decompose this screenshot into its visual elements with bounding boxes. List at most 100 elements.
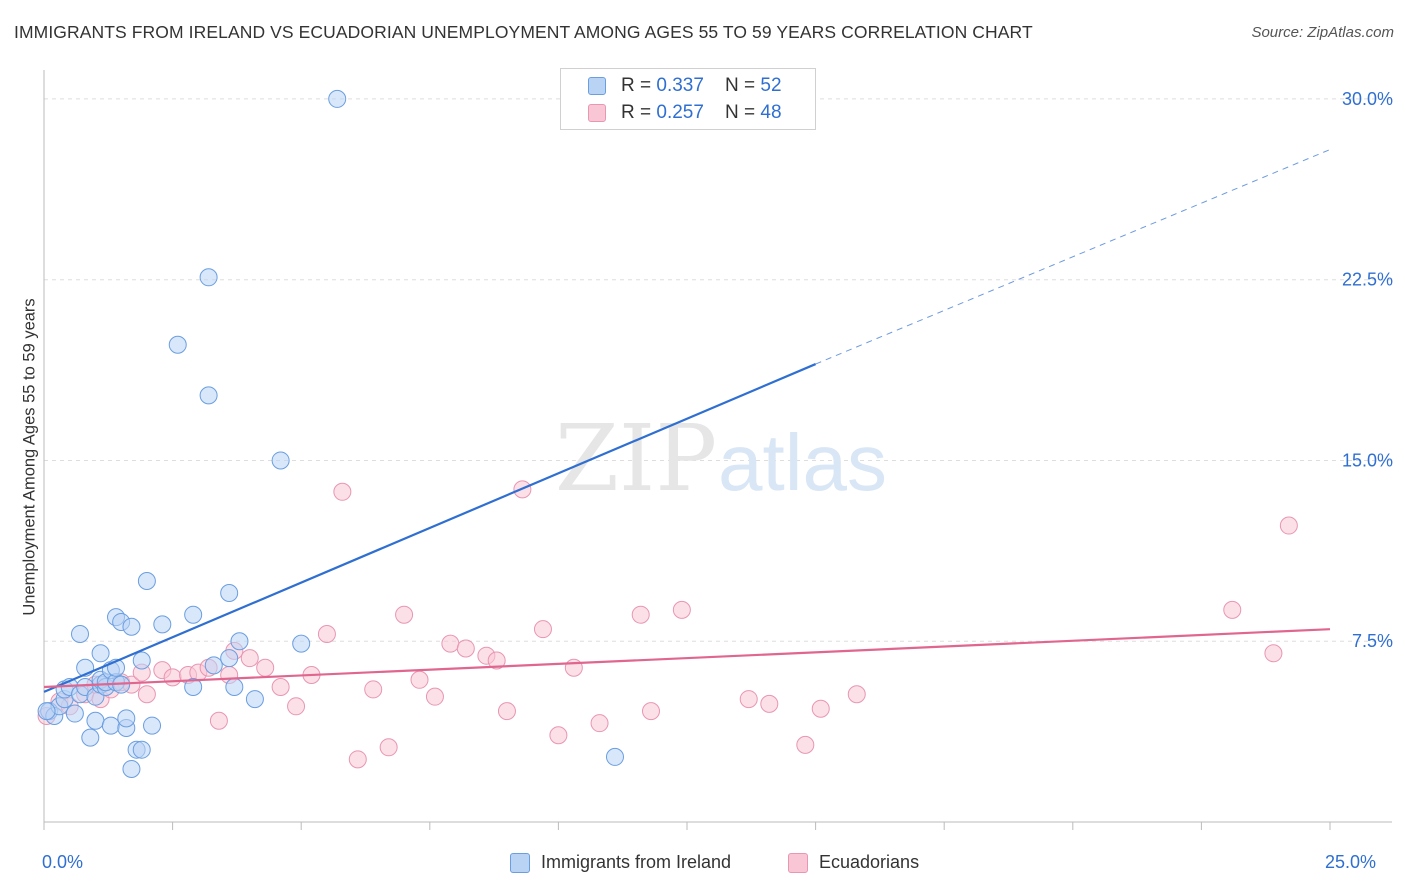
ireland-point[interactable] [220, 584, 239, 603]
ireland-point[interactable] [37, 702, 56, 721]
ireland-point[interactable] [91, 644, 110, 663]
ecuadorians-point[interactable] [631, 605, 650, 624]
ecuadorians-point[interactable] [564, 658, 583, 677]
ireland-trend-extension [815, 149, 1331, 365]
source-credit: Source: ZipAtlas.com [1251, 24, 1394, 41]
r-label: R = [621, 102, 657, 123]
legend-swatch-ecuadorians [788, 852, 808, 873]
y-tick-label: 30.0% [1342, 89, 1393, 109]
y-tick-labels: 7.5% 15.0% 22.5% 30.0% [1342, 89, 1393, 651]
x-tick-label-max: 25.0% [1325, 852, 1377, 872]
ireland-point[interactable] [230, 632, 249, 651]
ecuadorians-point[interactable] [364, 680, 383, 699]
ecuadorians-point[interactable] [333, 482, 352, 501]
ecuadorians-point[interactable] [456, 639, 475, 658]
y-tick-label: 15.0% [1342, 450, 1393, 470]
ecuadorians-point[interactable] [163, 668, 182, 687]
ecuadorians-point[interactable] [487, 651, 506, 670]
ireland-point[interactable] [184, 605, 203, 624]
ireland-point[interactable] [153, 615, 172, 634]
ireland-point[interactable] [220, 649, 239, 668]
axes [43, 70, 1392, 830]
ireland-point[interactable] [168, 335, 187, 354]
ireland-point[interactable] [122, 617, 141, 636]
r-value: 0.257 [656, 102, 704, 123]
ecuadorians-points [37, 480, 1298, 769]
legend-item-ecuadorians[interactable]: Ecuadorians [788, 852, 919, 873]
ireland-point[interactable] [117, 709, 136, 728]
n-label: N = [725, 75, 761, 96]
ecuadorians-point[interactable] [240, 649, 259, 668]
legend-label-ireland: Immigrants from Ireland [541, 852, 732, 872]
watermark-atlas: atlas [718, 418, 887, 507]
ireland-point[interactable] [122, 759, 141, 778]
ecuadorians-point[interactable] [497, 702, 516, 721]
ireland-point[interactable] [143, 716, 162, 735]
ecuadorians-point[interactable] [287, 697, 306, 716]
ireland-point[interactable] [204, 656, 223, 675]
ecuadorians-point[interactable] [256, 658, 275, 677]
n-label: N = [725, 102, 761, 123]
ireland-point[interactable] [184, 678, 203, 697]
ireland-point[interactable] [245, 690, 264, 709]
ecuadorians-point[interactable] [847, 685, 866, 704]
ireland-point[interactable] [292, 634, 311, 653]
ireland-point[interactable] [81, 728, 100, 747]
ecuadorians-point[interactable] [1264, 644, 1283, 663]
ecuadorians-point[interactable] [317, 625, 336, 643]
ecuadorians-trend-line [43, 628, 1331, 689]
legend-item-ireland[interactable]: Immigrants from Ireland [510, 852, 731, 873]
legend-stats-ecuadorians: R = 0.257 N = 48 [621, 102, 782, 124]
ireland-point[interactable] [71, 625, 90, 643]
trend-lines [43, 149, 1331, 693]
ecuadorians-point[interactable] [1279, 516, 1298, 535]
ireland-point[interactable] [132, 740, 151, 759]
watermark-zip: ZIP [555, 405, 717, 512]
ecuadorians-point[interactable] [1223, 600, 1242, 619]
ecuadorians-point[interactable] [209, 711, 228, 730]
ecuadorians-point[interactable] [739, 690, 758, 709]
n-value: 52 [760, 75, 782, 96]
ecuadorians-point[interactable] [441, 634, 460, 653]
ireland-point[interactable] [225, 678, 244, 697]
series-legend: Immigrants from Ireland Ecuadorians [0, 852, 1406, 878]
ireland-point[interactable] [271, 451, 290, 470]
ecuadorians-point[interactable] [271, 678, 290, 697]
ireland-point[interactable] [199, 268, 218, 287]
ecuadorians-point[interactable] [549, 726, 568, 745]
ireland-point[interactable] [199, 386, 218, 405]
legend-stats-ireland: R = 0.337 N = 52 [621, 75, 782, 97]
ecuadorians-point[interactable] [672, 600, 691, 619]
ecuadorians-point[interactable] [641, 702, 660, 721]
ireland-point[interactable] [605, 747, 624, 766]
ireland-point[interactable] [86, 711, 105, 730]
ireland-point[interactable] [65, 704, 84, 723]
ireland-trend-line [43, 363, 817, 693]
ecuadorians-point[interactable] [379, 738, 398, 757]
x-tick-label-min: 0.0% [42, 852, 84, 872]
ecuadorians-point[interactable] [410, 670, 429, 689]
legend-label-ecuadorians: Ecuadorians [819, 852, 920, 872]
ireland-point[interactable] [137, 571, 156, 590]
legend-swatch-pink [588, 104, 606, 122]
ireland-point[interactable] [101, 716, 120, 735]
n-value: 48 [760, 102, 782, 123]
ecuadorians-point[interactable] [811, 699, 830, 718]
legend-swatch-blue [588, 77, 606, 95]
watermark: ZIP atlas [555, 405, 887, 512]
y-tick-label: 7.5% [1352, 631, 1393, 651]
ecuadorians-point[interactable] [796, 735, 815, 754]
correlation-legend: R = 0.337 N = 52 R = 0.257 N = 48 [560, 68, 816, 130]
chart-title: IMMIGRANTS FROM IRELAND VS ECUADORIAN UN… [14, 22, 1033, 42]
ecuadorians-point[interactable] [425, 687, 444, 706]
ireland-point[interactable] [132, 651, 151, 670]
ecuadorians-point[interactable] [137, 685, 156, 704]
ecuadorians-point[interactable] [533, 620, 552, 639]
ecuadorians-point[interactable] [348, 750, 367, 769]
ireland-point[interactable] [328, 89, 347, 108]
grid-lines [44, 98, 1392, 642]
ecuadorians-point[interactable] [590, 714, 609, 733]
ecuadorians-point[interactable] [395, 605, 414, 624]
ecuadorians-point[interactable] [760, 694, 779, 713]
